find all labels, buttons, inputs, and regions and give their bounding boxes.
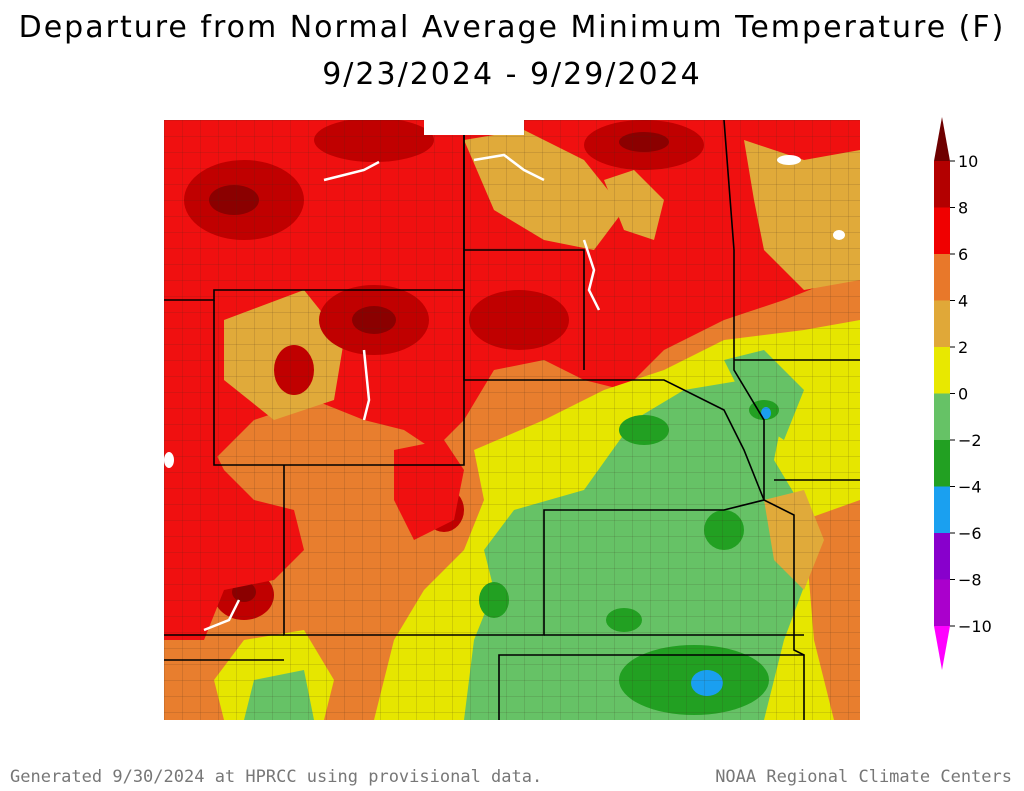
- legend-tick-label: 2: [958, 338, 968, 357]
- legend-color-band: [934, 533, 950, 580]
- legend-color-band: [934, 207, 950, 255]
- lakes: [164, 120, 845, 468]
- state-boundaries: [164, 120, 860, 720]
- map-date-range: 9/23/2024 - 9/29/2024: [322, 57, 702, 92]
- legend-color-band: [934, 579, 950, 627]
- legend-tick-label: −4: [958, 478, 982, 497]
- legend-tick-label: 0: [958, 385, 968, 404]
- footer-generated-note: Generated 9/30/2024 at HPRCC using provi…: [10, 767, 543, 787]
- legend-color-band: [934, 440, 950, 487]
- color-legend: 10 8 6 4 2 0 −2 −4 −6 −8 −10: [934, 117, 992, 670]
- legend-tick-label: −8: [958, 571, 982, 590]
- legend-tick-label: 4: [958, 292, 968, 311]
- legend-color-band: [934, 254, 950, 301]
- legend-tick-label: −2: [958, 431, 982, 450]
- legend-color-band: [934, 161, 950, 208]
- temperature-departure-map: [164, 120, 860, 720]
- legend-tick-label: 8: [958, 199, 968, 218]
- legend-tick-label: −6: [958, 524, 982, 543]
- legend-tick-label: 6: [958, 245, 968, 264]
- rivers: [203, 153, 601, 632]
- legend-tick-labels: 10 8 6 4 2 0 −2 −4 −6 −8 −10: [950, 152, 992, 636]
- map-title: Departure from Normal Average Minimum Te…: [18, 10, 1006, 45]
- legend-bottom-arrow: [934, 626, 950, 670]
- footer-source: NOAA Regional Climate Centers: [715, 767, 1012, 787]
- legend-tick-label: 10: [958, 152, 978, 171]
- legend-color-band: [934, 347, 950, 394]
- legend-color-bar: [934, 117, 950, 670]
- legend-color-band: [934, 486, 950, 534]
- legend-color-band: [934, 300, 950, 348]
- legend-tick-label: −10: [958, 617, 992, 636]
- legend-top-arrow: [934, 117, 950, 161]
- county-grid: [164, 120, 860, 720]
- legend-color-band: [934, 393, 950, 441]
